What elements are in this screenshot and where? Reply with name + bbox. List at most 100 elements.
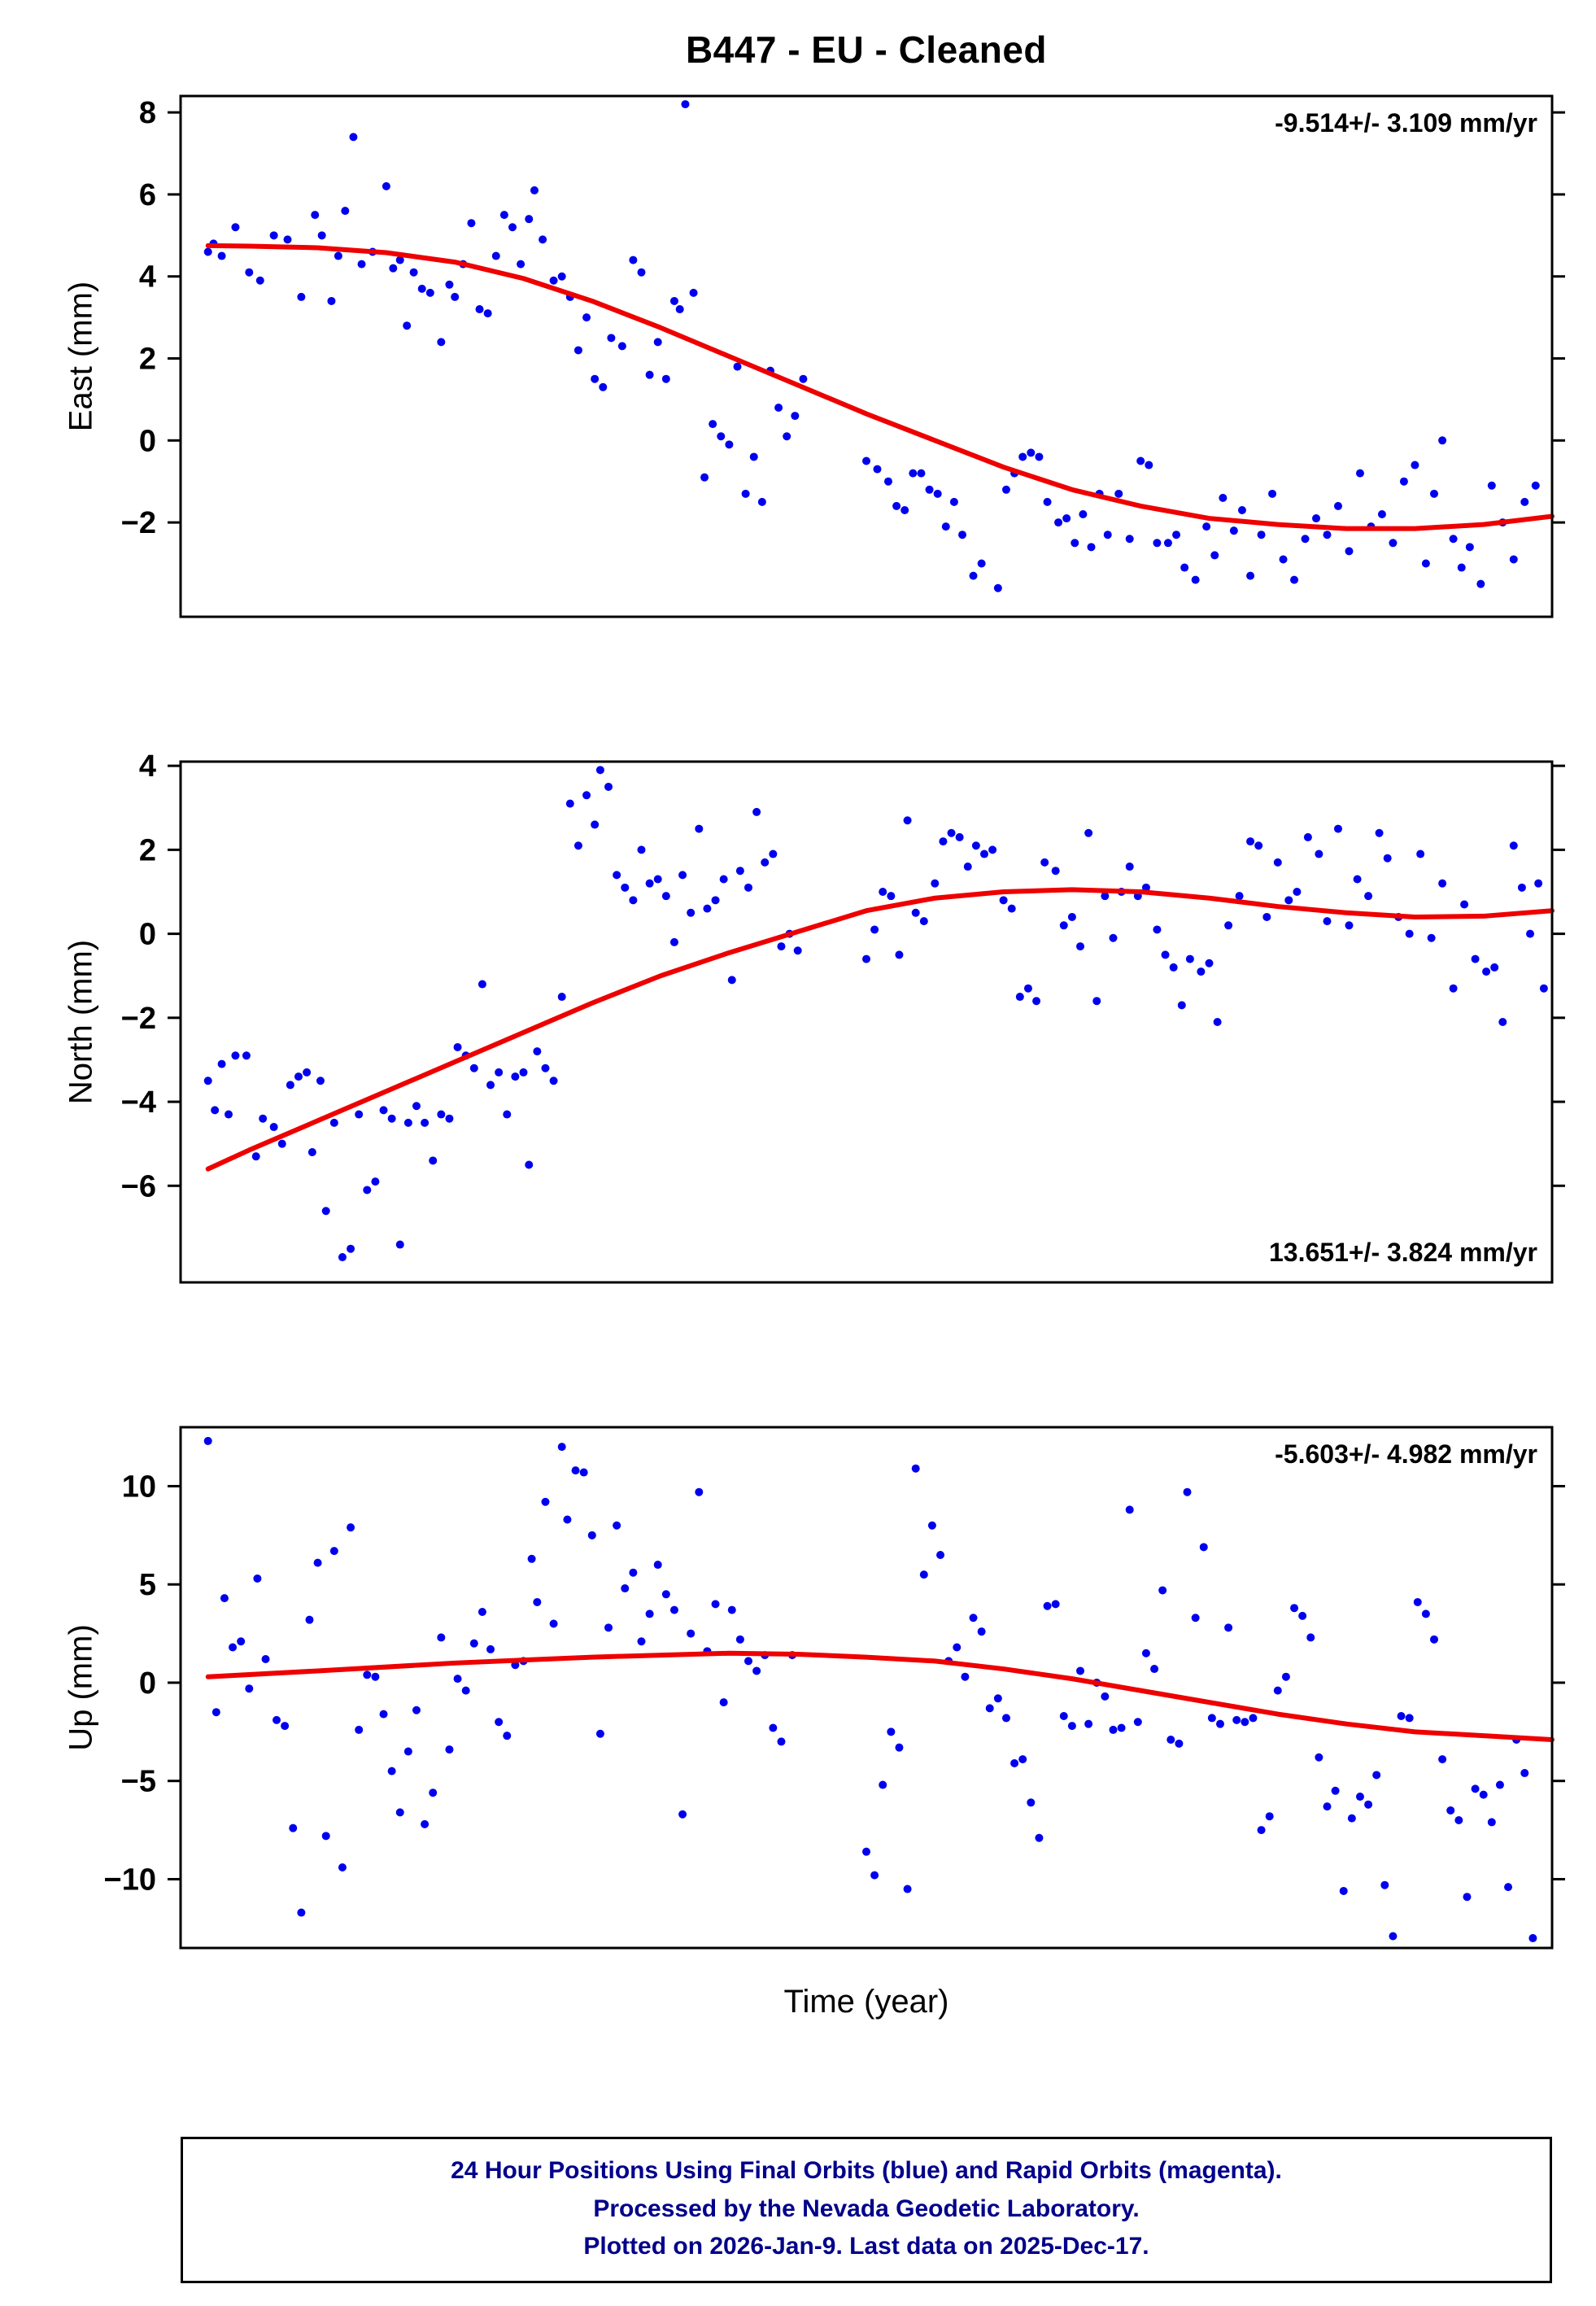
scatter-point [1249, 1714, 1258, 1723]
scatter-point [486, 1644, 495, 1653]
scatter-point [733, 362, 742, 371]
scatter-point [774, 403, 783, 412]
scatter-point [261, 1654, 270, 1663]
scatter-point [969, 571, 978, 580]
scatter-point [511, 1072, 520, 1081]
scatter-point [604, 1623, 613, 1632]
scatter-point [1399, 477, 1408, 486]
scatter-point [307, 1148, 316, 1156]
trend-rate-annotation: 13.651+/- 3.824 mm/yr [1269, 1238, 1537, 1267]
scatter-point [1377, 510, 1386, 519]
scatter-point [1153, 539, 1162, 548]
scatter-point [749, 452, 758, 461]
scatter-point [1180, 563, 1189, 572]
scatter-point [783, 432, 791, 441]
scatter-point [1257, 1826, 1266, 1835]
scatter-point [245, 1684, 254, 1693]
scatter-point [1323, 1802, 1332, 1811]
scatter-point [1163, 539, 1172, 548]
scatter-point [1421, 559, 1430, 568]
scatter-point [395, 1808, 404, 1817]
scatter-point [1067, 1722, 1076, 1731]
scatter-point [294, 1072, 303, 1081]
scatter-point [1490, 963, 1499, 972]
y-tick-label: 6 [139, 178, 156, 212]
scatter-point [735, 1635, 744, 1644]
scatter-point [709, 420, 717, 429]
scatter-point [1438, 879, 1447, 888]
scatter-point [203, 1077, 212, 1085]
scatter-point [1125, 535, 1134, 544]
scatter-point [1405, 929, 1414, 938]
scatter-point [769, 1723, 778, 1732]
scatter-point [1059, 921, 1068, 930]
scatter-point [669, 296, 678, 305]
scatter-point [675, 305, 684, 314]
scatter-point [1449, 535, 1458, 544]
scatter-point [1471, 1784, 1480, 1793]
scatter-point [1109, 1725, 1118, 1734]
scatter-point [1205, 959, 1214, 967]
y-tick-label: −2 [121, 1002, 156, 1036]
scatter-point [1035, 1833, 1044, 1842]
scatter-point [486, 1081, 495, 1090]
scatter-point [1084, 828, 1093, 837]
scatter-point [1353, 875, 1362, 884]
scatter-point [887, 892, 896, 901]
scatter-point [231, 1051, 240, 1060]
scatter-point [1062, 514, 1071, 523]
scatter-point [1101, 892, 1110, 901]
scatter-point [1293, 888, 1302, 896]
scatter-point [988, 845, 997, 854]
scatter-point [1539, 984, 1548, 993]
scatter-point [445, 280, 454, 289]
scatter-point [1032, 997, 1041, 1006]
scatter-point [947, 828, 956, 837]
scatter-point [327, 296, 336, 305]
scatter-point [1010, 1758, 1019, 1767]
scatter-point [395, 1240, 404, 1249]
scatter-point [541, 1497, 550, 1506]
scatter-point [1375, 828, 1384, 837]
scatter-point [1103, 531, 1112, 539]
scatter-point [1405, 1714, 1414, 1723]
scatter-point [311, 211, 320, 220]
scatter-point [1290, 575, 1299, 584]
east-plot-host: −2 0 2 4 6 8 -9.514+/- 3.109 mm/yr [121, 94, 1565, 618]
scatter-point [1125, 1505, 1134, 1514]
y-tick-label: −2 [121, 506, 156, 540]
scatter-point [687, 908, 696, 917]
scatter-point [1290, 1604, 1299, 1613]
scatter-point [621, 1584, 630, 1593]
scatter-point [530, 186, 539, 194]
scatter-point [329, 1118, 338, 1127]
scatter-point [533, 1597, 542, 1606]
scatter-point [334, 251, 342, 260]
scatter-point [1161, 950, 1170, 959]
scatter-point [1413, 1597, 1422, 1606]
scatter-point [1076, 1666, 1085, 1675]
scatter-point [711, 1600, 720, 1609]
scatter-point [903, 816, 912, 825]
scatter-point [403, 321, 412, 330]
scatter-point [1158, 1586, 1167, 1595]
scatter-point [1526, 929, 1535, 938]
scatter-point [1323, 917, 1332, 926]
scatter-point [1175, 1739, 1184, 1748]
y-tick-label: 8 [139, 96, 156, 130]
scatter-point [613, 1521, 621, 1530]
scatter-point [637, 845, 646, 854]
scatter-point [661, 892, 670, 901]
scatter-point [587, 1531, 596, 1540]
scatter-point [700, 473, 709, 482]
scatter-point [355, 1110, 364, 1119]
scatter-point [661, 374, 670, 383]
scatter-point [1079, 510, 1088, 519]
scatter-point [1498, 1018, 1507, 1026]
scatter-point [1051, 867, 1060, 876]
scatter-point [395, 255, 404, 264]
scatter-point [919, 1570, 928, 1579]
scatter-point [1101, 1692, 1110, 1701]
scatter-point [604, 782, 613, 791]
scatter-point [637, 1637, 646, 1646]
